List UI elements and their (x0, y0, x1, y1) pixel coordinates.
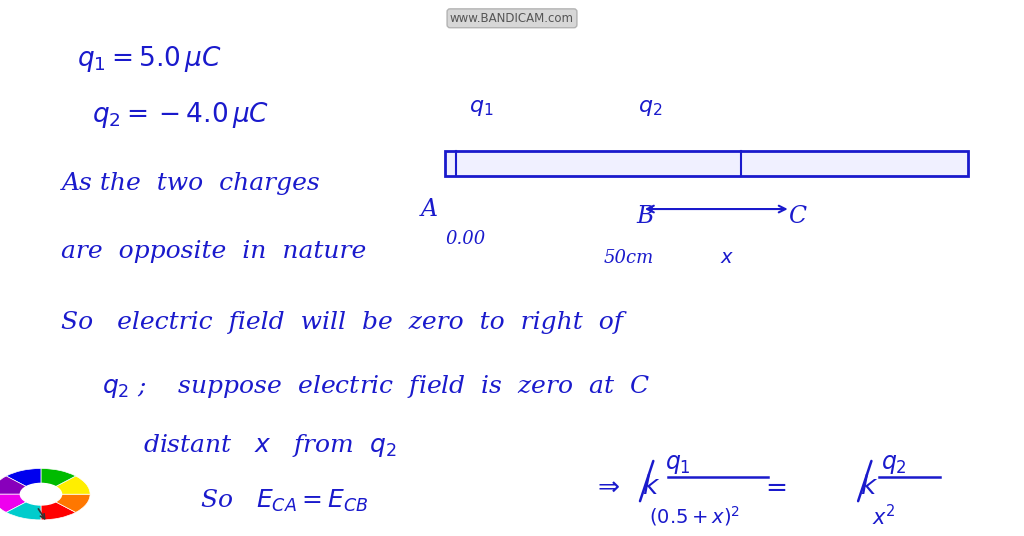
Text: $q_2$: $q_2$ (881, 453, 906, 475)
Text: are  opposite  in  nature: are opposite in nature (61, 241, 367, 263)
Text: $(0.5+x)^2$: $(0.5+x)^2$ (649, 504, 740, 528)
Wedge shape (0, 476, 41, 494)
Text: $x$: $x$ (720, 249, 734, 267)
Wedge shape (0, 494, 41, 512)
Wedge shape (41, 476, 90, 494)
Text: $q_1$: $q_1$ (665, 453, 690, 475)
Bar (445, 151, 968, 176)
Text: distant   $x$   from  $q_2$: distant $x$ from $q_2$ (143, 433, 397, 459)
Wedge shape (6, 468, 41, 494)
Text: 50cm: 50cm (603, 249, 654, 267)
Text: So   electric  field  will  be  zero  to  right  of: So electric field will be zero to right … (61, 311, 624, 334)
Text: $q_1 = 5.0\,\mu C$: $q_1 = 5.0\,\mu C$ (77, 44, 222, 74)
Text: $x^2$: $x^2$ (872, 503, 896, 529)
Text: $k$: $k$ (860, 474, 879, 499)
Text: $=$: $=$ (760, 474, 786, 499)
Text: $q_2$ ;    suppose  electric  field  is  zero  at  C: $q_2$ ; suppose electric field is zero a… (102, 374, 650, 400)
Text: As the  two  charges: As the two charges (61, 172, 321, 195)
Circle shape (20, 483, 61, 505)
Wedge shape (41, 494, 76, 520)
Text: A: A (421, 198, 438, 221)
Text: $q_1$: $q_1$ (469, 96, 494, 118)
Text: www.BANDICAM.com: www.BANDICAM.com (450, 12, 574, 25)
Text: $q_2 = -4.0\,\mu C$: $q_2 = -4.0\,\mu C$ (92, 100, 269, 130)
Wedge shape (41, 494, 90, 512)
Wedge shape (41, 468, 76, 494)
Text: 0.00: 0.00 (445, 230, 486, 249)
Text: B: B (637, 205, 653, 228)
Text: C: C (787, 205, 806, 228)
Wedge shape (6, 494, 41, 520)
Text: $q_2$: $q_2$ (638, 96, 663, 118)
Text: So   $E_{CA} = E_{CB}$: So $E_{CA} = E_{CB}$ (200, 488, 368, 514)
Text: $k$: $k$ (642, 474, 660, 499)
Text: $\Rightarrow$: $\Rightarrow$ (592, 474, 620, 499)
